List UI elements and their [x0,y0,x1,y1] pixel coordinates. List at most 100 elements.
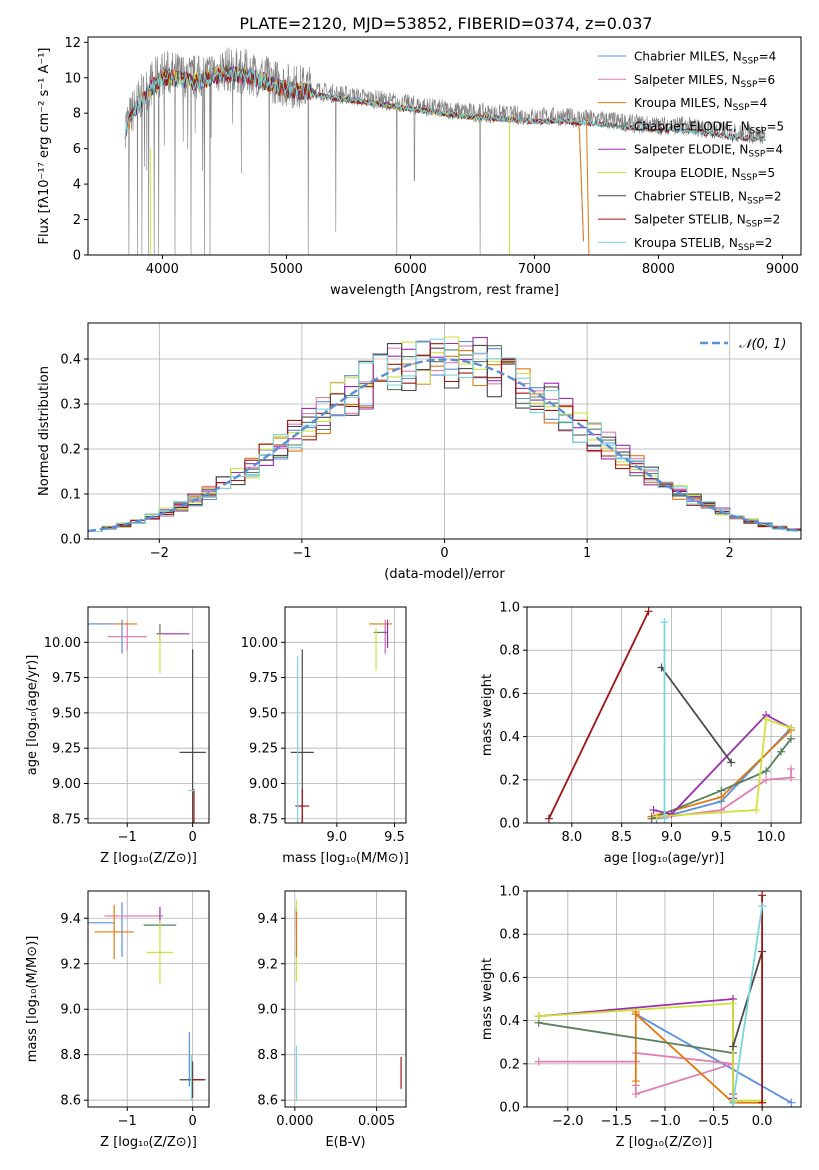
legend-subscript: SSP [733,103,750,113]
legend-series-name: Kroupa ELODIE, N [634,166,741,180]
model-edge-line [585,118,590,255]
legend-subscript: SSP [738,243,755,253]
y-tick-label: 9.25 [52,742,81,757]
legend-subscript: SSP [742,57,759,67]
y-tick-label: 0.0 [499,1101,520,1116]
y-tick-label: 10.00 [241,636,278,651]
x-axis-label: Z [log₁₀(Z/Z⊙)] [616,1135,713,1150]
plus-marker [728,1098,737,1107]
legend-subscript: SSP [741,173,758,183]
x-axis-label: wavelength [Angstrom, rest frame] [330,283,559,298]
x-tick-label: −0.5 [698,1114,730,1129]
y-tick-label: 9.4 [257,912,278,927]
figure-title: PLATE=2120, MJD=53852, FIBERID=0374, z=0… [239,14,652,33]
x-tick-label: 7000 [518,262,551,277]
x-axis-label: (data-model)/error [384,567,505,582]
legend-subscript: SSP [741,80,758,90]
x-tick-label: 5000 [270,262,303,277]
y-tick-label: 0.4 [60,353,81,368]
x-tick-label: −1 [118,1114,137,1129]
y-tick-label: 9.2 [60,957,81,972]
legend-series-name: Salpeter MILES, N [634,73,741,87]
weight-series-line [656,718,792,818]
x-tick-label: 8.0 [561,830,582,845]
legend-label: Kroupa ELODIE, NSSP=5 [634,166,775,183]
y-tick-label: 10 [64,71,81,86]
legend-series-name: Kroupa MILES, N [634,96,733,110]
y-tick-label: 8.6 [257,1094,278,1109]
legend-nssp-value: =4 [759,50,777,64]
legend-subscript: SSP [746,220,763,230]
legend-nssp-value: =2 [763,213,781,227]
x-tick-label: −2 [150,546,169,561]
x-tick-label: 0.005 [358,1114,395,1129]
plot-area-mass_vs_Z [88,902,206,1101]
plus-marker [660,618,669,627]
plus-marker [728,1042,737,1051]
y-tick-label: 8.8 [257,1048,278,1063]
x-tick-label: 9000 [766,262,799,277]
plus-marker [727,758,736,767]
plus-marker [631,1090,640,1099]
legend-series-name: Chabrier ELODIE, N [634,119,750,133]
axes-frame [87,36,802,256]
x-tick-label: 0 [189,830,197,845]
y-tick-label: 9.4 [60,912,81,927]
y-tick-label: 0.8 [499,928,520,943]
panel-mass_vs_Z: −1 0 8.6 8.8 9.0 9.2 9.4 Z [log₁₀(Z/Z⊙)] mass [l… [25,890,210,1150]
plus-marker [717,786,726,795]
plus-marker [534,1057,543,1066]
plus-marker [544,814,553,823]
y-tick-label: 1.0 [499,601,520,616]
legend-label: Salpeter ELODIE, NSSP=4 [634,143,783,160]
plus-marker [752,806,761,815]
y-tick-label: 0.8 [499,644,520,659]
plus-marker [762,767,771,776]
y-tick-label: 9.50 [52,706,81,721]
weight-series-line [660,666,733,764]
axes-frame [284,890,407,1108]
y-tick-label: 4 [73,178,81,193]
model-spectrum-line [124,65,766,143]
legend-label: Kroupa STELIB, NSSP=2 [634,236,772,253]
normal-reference-curve [88,358,801,533]
legend-nssp-value: =2 [755,236,773,250]
y-axis-label: Normed distribution [37,366,52,496]
plus-marker [631,1010,640,1019]
axes-frame [87,890,210,1108]
plus-marker [652,812,661,821]
legend-subscript: SSP [750,126,767,136]
plus-marker [728,999,737,1008]
x-tick-label: 0.0 [752,1114,773,1129]
panel-age_vs_Z: −1 0 8.75 9.00 9.25 9.50 9.75 10.00 Z [log₁₀(Z/Z… [25,606,210,866]
y-tick-label: 9.0 [257,1003,278,1018]
x-tick-label: 9.0 [661,830,682,845]
y-tick-label: 9.25 [249,742,278,757]
legend-nssp-value: =5 [757,166,775,180]
x-tick-label: 0 [189,1114,197,1129]
x-tick-label: 10.0 [757,830,786,845]
weight-series-line [538,1002,763,1102]
legend-label: Chabrier ELODIE, NSSP=5 [634,119,784,136]
legend-nssp-value: =4 [765,143,783,157]
plot-area-age_vs_Z [88,619,206,823]
y-tick-label: 12 [64,36,81,51]
error-bar-point [179,649,206,823]
axes-frame [284,606,407,824]
axes-frame [87,606,210,824]
error-bar-point [94,904,134,960]
legend-nssp-value: =6 [757,73,775,87]
plus-marker [534,1012,543,1021]
legend-series-name: Kroupa STELIB, N [634,236,738,250]
legend-label: Salpeter MILES, NSSP=6 [634,73,775,90]
plus-marker [660,814,669,823]
y-tick-label: 0.6 [499,971,520,986]
legend-series-name: Chabrier MILES, N [634,50,742,64]
plot-area-spectrum [124,47,766,255]
error-bar-point [107,622,147,651]
legend-label: Salpeter STELIB, NSSP=2 [634,213,780,230]
x-tick-label: 0 [440,546,448,561]
y-tick-label: 0.0 [499,817,520,832]
x-tick-label: −2.0 [552,1114,584,1129]
